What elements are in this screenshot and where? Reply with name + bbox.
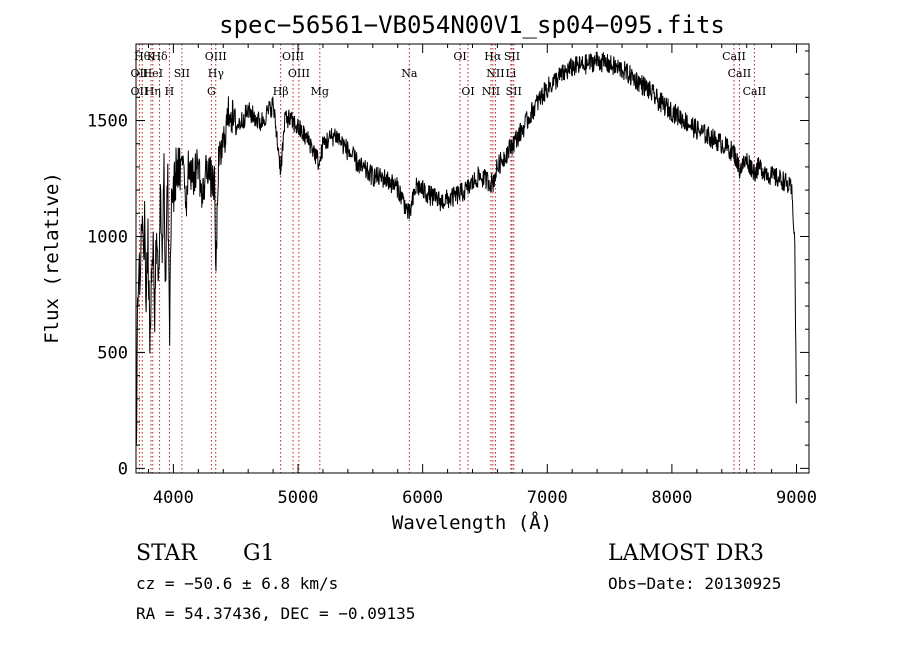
- x-tick-label: 7000: [527, 488, 568, 508]
- y-tick-label: 500: [97, 343, 128, 363]
- x-tick-label: 4000: [153, 488, 194, 508]
- emission-line-label: Hγ: [208, 67, 225, 80]
- emission-line-label: H: [165, 85, 175, 98]
- redshift-readout: cz = −50.6 ± 6.8 km/s: [136, 574, 338, 593]
- x-tick-label: 8000: [651, 488, 692, 508]
- emission-line-label: Li: [505, 67, 516, 80]
- x-tick-label: 6000: [402, 488, 443, 508]
- emission-line-label: Mg: [311, 85, 329, 98]
- emission-line-label: OI: [453, 50, 466, 63]
- emission-line-label: K: [147, 50, 156, 63]
- emission-line-markers: [138, 44, 755, 473]
- y-tick-label: 1000: [87, 227, 128, 247]
- object-class: STAR: [136, 541, 198, 566]
- y-tick-label: 1500: [87, 112, 128, 132]
- emission-line-label: Hη: [145, 85, 161, 98]
- emission-line-label: OII: [131, 85, 149, 98]
- emission-line-label: OIII: [282, 50, 304, 63]
- emission-line-label: CaII: [722, 50, 746, 63]
- emission-line-label: OI: [461, 85, 474, 98]
- emission-line-label: CaII: [728, 67, 752, 80]
- x-axis-ticks: 4000 5000 6000 7000 8000 9000: [147, 44, 817, 508]
- emission-line-label: SII: [174, 67, 190, 80]
- observation-date: Obs−Date: 20130925: [608, 574, 781, 593]
- survey-name: LAMOST DR3: [608, 541, 764, 566]
- emission-line-label: HeI: [143, 67, 163, 80]
- object-subclass: G1: [243, 541, 275, 566]
- emission-line-label: NII: [482, 85, 500, 98]
- chart-title: spec−56561−VB054N00V1_sp04−095.fits: [219, 11, 725, 39]
- flux-series-line: [135, 51, 797, 446]
- coordinates-readout: RA = 54.37436, DEC = −0.09135: [136, 604, 415, 623]
- emission-line-label: Hβ: [273, 85, 289, 98]
- emission-line-label: OII: [131, 67, 149, 80]
- emission-line-label: OIII: [288, 67, 310, 80]
- y-axis-ticks: 0 500 1000 1500: [87, 50, 809, 479]
- x-axis-label: Wavelength (Å): [392, 511, 552, 534]
- emission-line-label: G: [207, 85, 216, 98]
- y-axis-label: Flux (relative): [41, 172, 63, 344]
- emission-line-label: Hα: [484, 50, 502, 63]
- emission-line-label: Na: [401, 67, 418, 80]
- emission-line-label: CaII: [743, 85, 767, 98]
- plot-frame: [135, 43, 810, 474]
- emission-line-label: NII: [486, 67, 504, 80]
- x-tick-label: 9000: [776, 488, 817, 508]
- y-tick-label: 0: [118, 459, 128, 479]
- emission-line-label: OIII: [205, 50, 227, 63]
- emission-line-label: SII: [506, 85, 522, 98]
- emission-line-label: SII: [504, 50, 520, 63]
- x-tick-label: 5000: [278, 488, 319, 508]
- emission-line-label: Hδ: [151, 50, 168, 63]
- emission-line-label: Hθ: [134, 50, 151, 63]
